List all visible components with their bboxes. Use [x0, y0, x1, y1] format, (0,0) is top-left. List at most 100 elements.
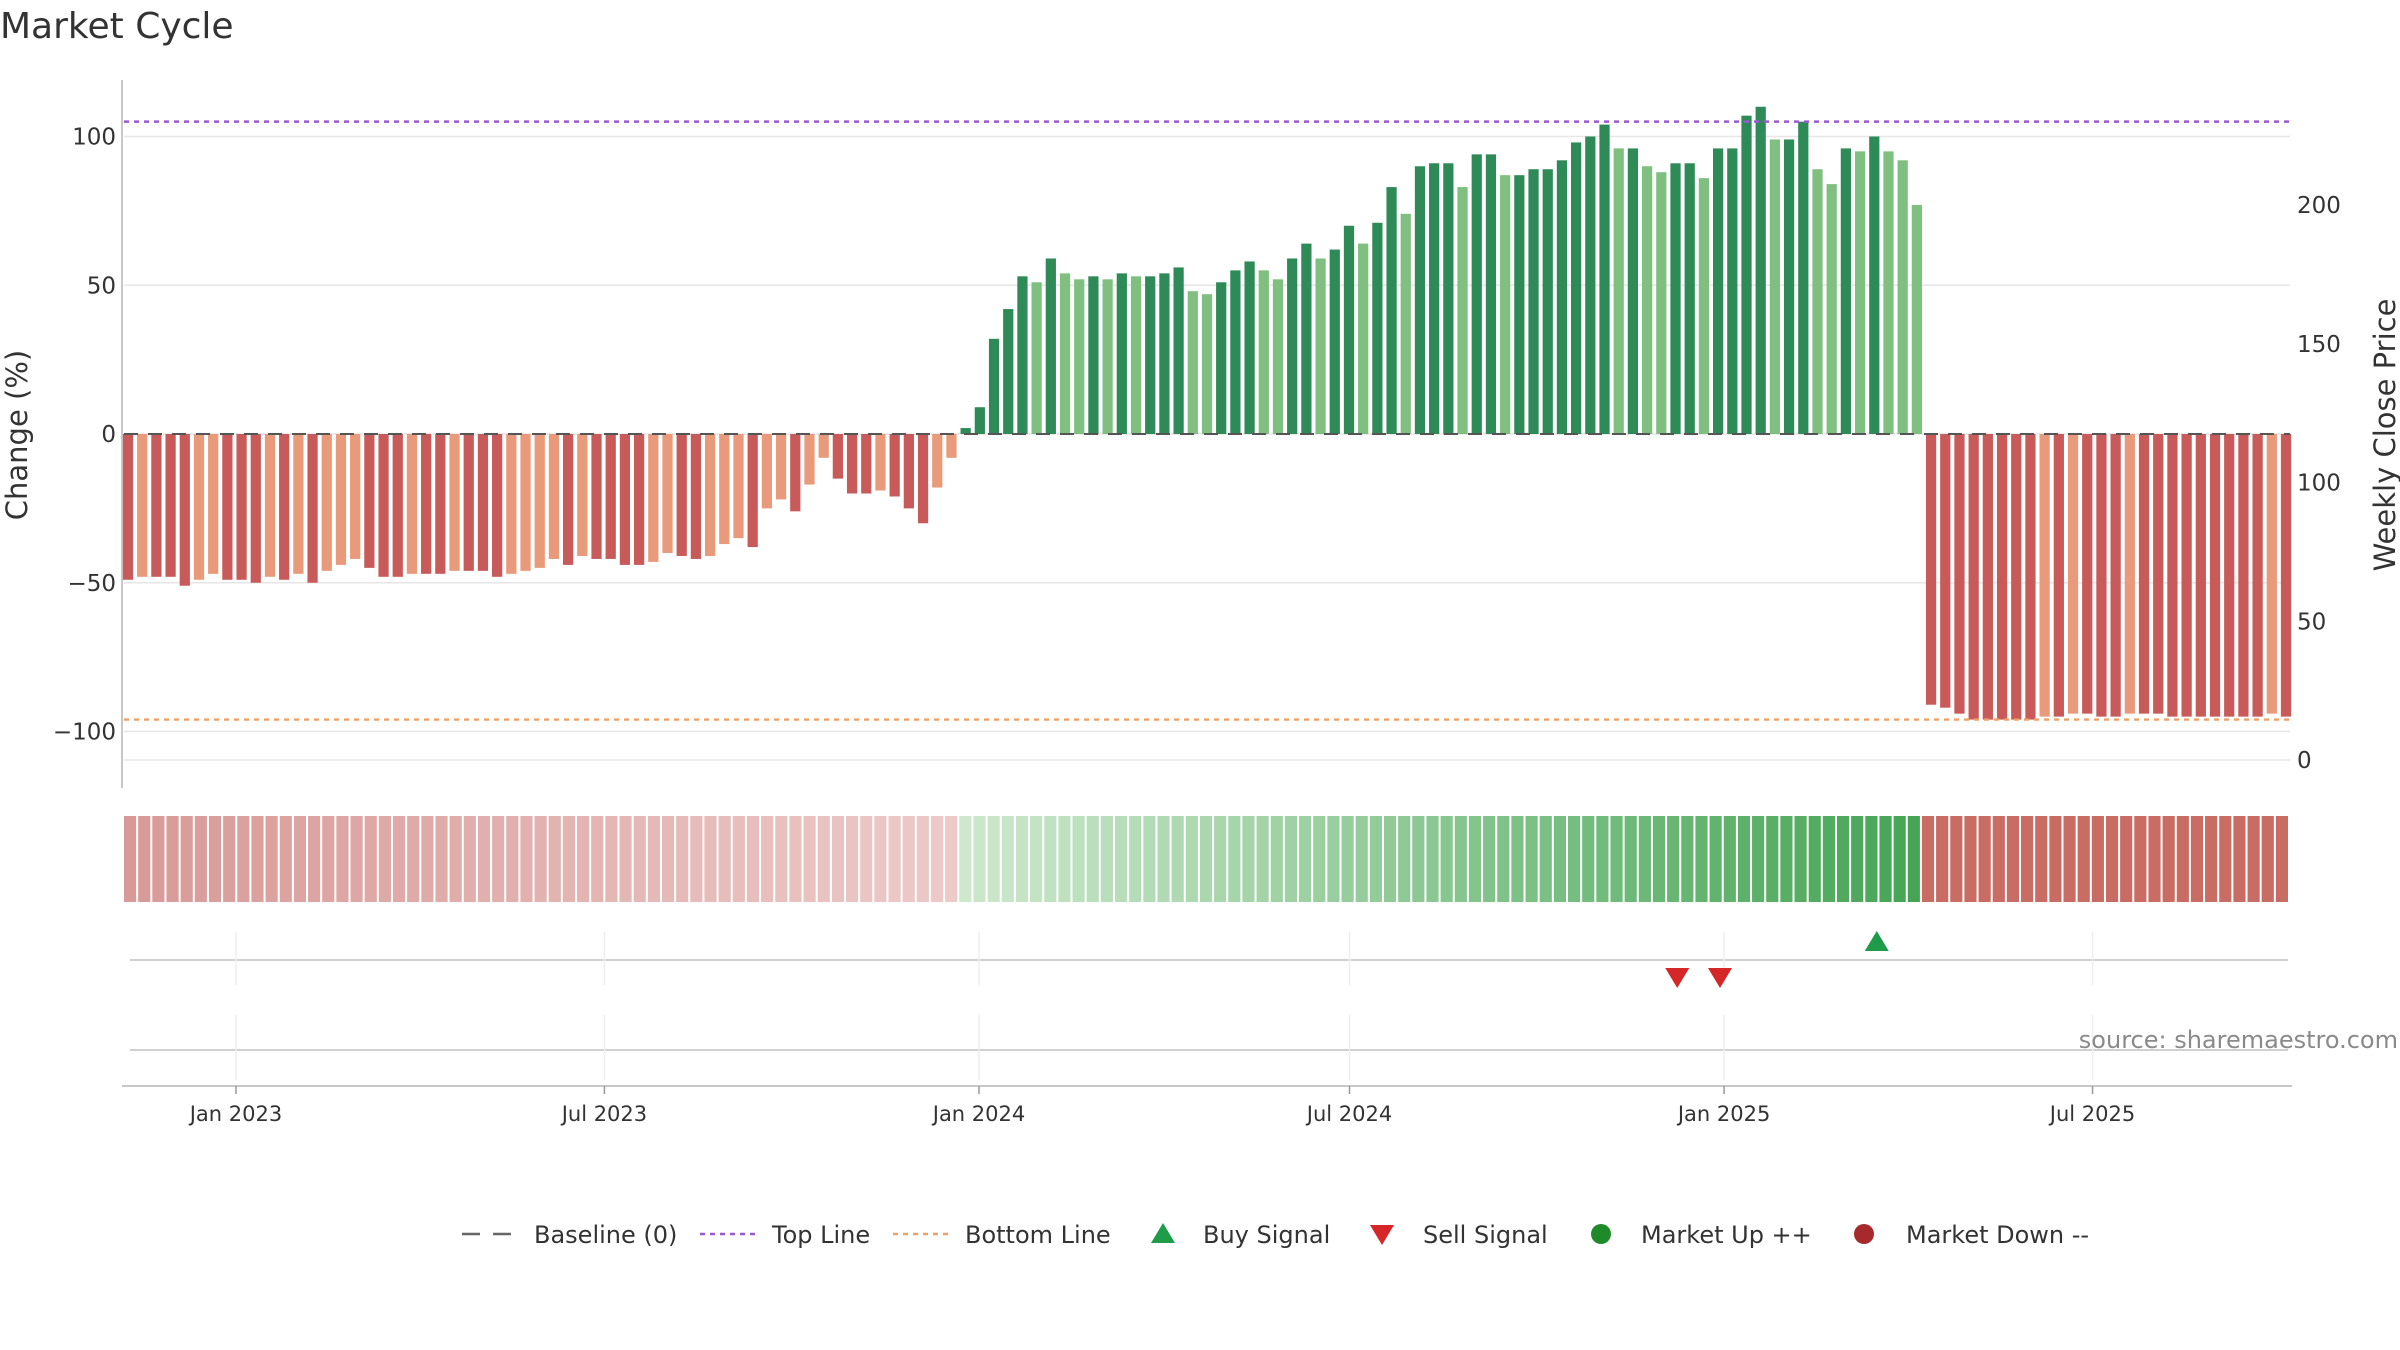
legend-swatch — [1370, 1225, 1394, 1245]
regime-cell — [959, 816, 972, 902]
regime-cell — [1865, 816, 1878, 902]
source-label: source: sharemaestro.com — [2079, 1026, 2398, 1054]
regime-cell — [548, 816, 561, 902]
bar — [2110, 434, 2121, 717]
regime-cell — [208, 816, 222, 902]
sell-signal-marker — [1708, 968, 1732, 988]
regime-cell — [1030, 816, 1043, 902]
bar — [1755, 106, 1766, 434]
bar — [1826, 184, 1837, 434]
regime-cell — [350, 816, 363, 902]
regime-cell — [888, 816, 901, 902]
bar — [350, 434, 361, 559]
regime-cell — [1369, 816, 1382, 902]
bar — [676, 434, 687, 556]
regime-cell — [1667, 816, 1680, 902]
bar — [1940, 434, 1951, 708]
regime-cell — [152, 816, 165, 902]
signal-panel-grid — [235, 932, 2094, 985]
bar — [321, 434, 332, 571]
regime-cell — [2091, 816, 2104, 902]
regime-cell — [1610, 816, 1623, 902]
regime-cell — [2105, 816, 2119, 902]
regime-cell — [1454, 816, 1467, 902]
regime-cell — [1936, 816, 1949, 902]
bar — [534, 434, 545, 568]
regime-cell — [435, 816, 448, 902]
bar — [1187, 291, 1198, 434]
bar — [392, 434, 403, 577]
bar — [435, 434, 446, 574]
regime-cell — [1015, 816, 1029, 902]
regime-cell — [1709, 816, 1722, 902]
regime-cell — [166, 816, 179, 902]
regime-cell — [1950, 816, 1963, 902]
regime-cell — [194, 816, 207, 902]
regime-cell — [2233, 816, 2246, 902]
regime-cell — [2219, 816, 2232, 902]
y-tick-label: −100 — [53, 720, 116, 746]
regime-cell — [2063, 816, 2076, 902]
regime-cell — [732, 816, 745, 902]
bar — [1982, 434, 1993, 720]
regime-cell — [1483, 816, 1496, 902]
bar — [2039, 434, 2050, 717]
bar — [1911, 204, 1922, 434]
regime-cell — [1766, 816, 1779, 902]
bar — [747, 434, 758, 548]
bar — [2025, 434, 2036, 720]
bar — [1358, 243, 1369, 434]
regime-cell — [2205, 816, 2218, 902]
regime-cell — [746, 816, 760, 902]
bar — [264, 434, 276, 577]
bar — [2011, 434, 2022, 720]
main-panel: 100 50 0 −50 −100 200 150 100 50 0 Change (%) We… — [0, 80, 2400, 788]
bar — [1414, 166, 1426, 434]
regime-cell — [1299, 816, 1312, 902]
bar — [463, 434, 474, 571]
regime-cell — [718, 816, 731, 902]
bar — [1400, 213, 1411, 434]
legend-label: Market Down -- — [1906, 1221, 2089, 1249]
bar — [1613, 148, 1624, 434]
bar — [1528, 169, 1539, 434]
legend-label: Bottom Line — [965, 1221, 1111, 1249]
regime-cell — [1157, 816, 1170, 902]
bar — [875, 434, 886, 491]
x-tick-label: Jan 2024 — [931, 1102, 1026, 1126]
bar — [577, 434, 588, 556]
regime-cell — [1468, 816, 1482, 902]
bar — [960, 428, 971, 434]
regime-cell — [1907, 816, 1920, 902]
lower-panel: Jan 2023 Jul 2023 Jan 2024 Jul 2024 Jan 2025… — [122, 1015, 2292, 1126]
bar — [1741, 115, 1752, 435]
regime-cell — [237, 816, 250, 902]
regime-cell — [1737, 816, 1751, 902]
bar — [165, 434, 176, 577]
bar — [2209, 434, 2221, 717]
bar — [1287, 258, 1298, 434]
x-tick-label: Jul 2024 — [1305, 1102, 1392, 1126]
bar — [335, 434, 347, 565]
bar — [1130, 276, 1142, 434]
regime-cell — [1086, 816, 1099, 902]
bar — [1556, 160, 1568, 435]
bar — [2266, 434, 2277, 714]
regime-cell — [138, 816, 151, 902]
regime-cell — [2247, 816, 2260, 902]
regime-cell — [1638, 816, 1651, 902]
legend-label: Buy Signal — [1203, 1221, 1330, 1249]
bar — [1159, 273, 1170, 434]
regime-cell — [1072, 816, 1085, 902]
y-tick-labels: 100 50 0 −50 −100 — [53, 125, 116, 746]
regime-cell — [2162, 816, 2175, 902]
bar — [2280, 434, 2292, 717]
regime-cell — [619, 816, 632, 902]
bar — [2238, 434, 2249, 717]
bar — [1301, 243, 1312, 434]
regime-cell — [1624, 816, 1637, 902]
regime-cell — [1114, 816, 1128, 902]
bar — [193, 434, 205, 580]
legend-item-mdown: Market Down -- — [1854, 1221, 2089, 1249]
